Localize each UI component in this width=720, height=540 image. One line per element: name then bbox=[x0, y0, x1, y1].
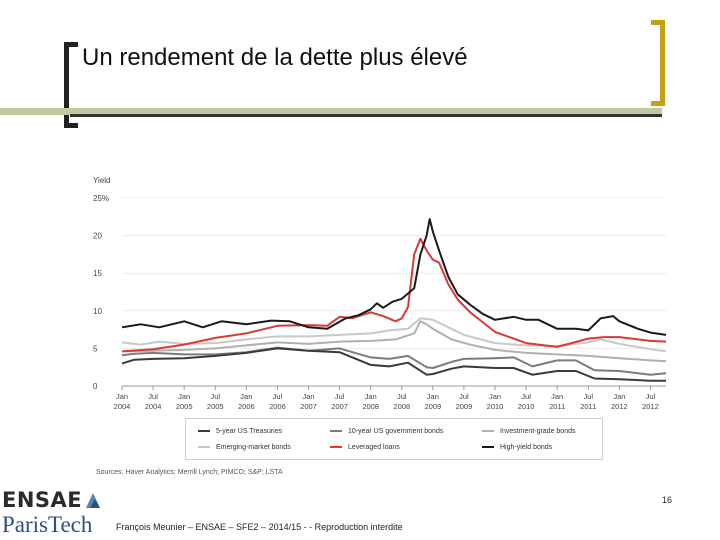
legend-label-hy: High-yield bonds bbox=[500, 444, 553, 451]
x-tick-year: 2011 bbox=[549, 402, 565, 411]
legend-label-ig: Investment-grade bonds bbox=[500, 428, 576, 435]
footer-text: François Meunier – ENSAE – SFE2 – 2014/1… bbox=[116, 522, 403, 532]
series-line-t10 bbox=[121, 346, 667, 376]
logo-mark-icon bbox=[86, 493, 100, 508]
logo-text-bottom: ParisTech bbox=[2, 512, 93, 537]
x-tick-year: 2011 bbox=[580, 402, 596, 411]
chart-source: Sources: Haver Analytics; Merrill Lynch;… bbox=[96, 469, 283, 476]
chart-legend: 5-year US Treasuries 10-year US governme… bbox=[185, 418, 603, 460]
chart-series bbox=[121, 218, 667, 382]
title-bracket-left bbox=[64, 42, 78, 128]
x-tick-month: Jul bbox=[459, 392, 469, 401]
y-tick-label: 25% bbox=[93, 194, 109, 203]
legend-label-5yr: 5-year US Treasuries bbox=[216, 428, 283, 435]
y-axis-title: Yield bbox=[93, 176, 111, 185]
legend-swatch-hy bbox=[482, 446, 494, 449]
x-tick-year: 2007 bbox=[331, 402, 348, 411]
page-title: Un rendement de la dette plus élevé bbox=[82, 44, 468, 71]
chart-axes: Yield0510152025%Jan2004Jul2004Jan2005Jul… bbox=[93, 176, 659, 411]
x-tick-month: Jul bbox=[210, 392, 220, 401]
x-tick-month: Jul bbox=[397, 392, 407, 401]
legend-swatch-ll bbox=[330, 446, 342, 449]
x-tick-month: Jan bbox=[178, 392, 190, 401]
legend-label-10yr: 10-year US government bonds bbox=[348, 428, 444, 435]
x-tick-month: Jan bbox=[427, 392, 439, 401]
legend-item-leveraged-loans: Leveraged loans bbox=[330, 444, 400, 451]
logo-text-top: ENSAE bbox=[2, 488, 83, 512]
series-line-hy bbox=[121, 218, 667, 336]
legend-item-emerging-market: Emerging-market bonds bbox=[198, 444, 291, 451]
page-number: 16 bbox=[662, 495, 673, 505]
y-tick-label: 10 bbox=[93, 307, 102, 316]
x-tick-year: 2012 bbox=[611, 402, 628, 411]
x-tick-year: 2005 bbox=[207, 402, 224, 411]
series-line-ig bbox=[121, 320, 667, 363]
x-tick-month: Jan bbox=[365, 392, 377, 401]
x-tick-year: 2008 bbox=[393, 402, 410, 411]
header-rule-dark bbox=[70, 114, 662, 117]
x-tick-year: 2005 bbox=[176, 402, 193, 411]
x-tick-month: Jan bbox=[116, 392, 128, 401]
y-tick-label: 5 bbox=[93, 344, 98, 353]
legend-item-5yr-treasuries: 5-year US Treasuries bbox=[198, 428, 282, 435]
x-tick-year: 2008 bbox=[362, 402, 379, 411]
legend-swatch-ig bbox=[482, 430, 494, 433]
header-rule bbox=[0, 108, 662, 115]
series-line-em bbox=[121, 317, 667, 353]
y-tick-label: 15 bbox=[93, 269, 102, 278]
x-tick-year: 2009 bbox=[425, 402, 442, 411]
legend-item-investment-grade: Investment-grade bonds bbox=[482, 428, 576, 435]
x-tick-year: 2004 bbox=[145, 402, 162, 411]
x-tick-year: 2006 bbox=[269, 402, 286, 411]
legend-label-em: Emerging-market bonds bbox=[216, 444, 291, 451]
x-tick-year: 2006 bbox=[238, 402, 255, 411]
x-tick-month: Jan bbox=[613, 392, 625, 401]
x-tick-month: Jan bbox=[302, 392, 314, 401]
x-tick-month: Jan bbox=[551, 392, 563, 401]
x-tick-month: Jul bbox=[148, 392, 158, 401]
legend-swatch-5yr bbox=[198, 430, 210, 433]
x-tick-year: 2012 bbox=[642, 402, 659, 411]
x-tick-month: Jul bbox=[646, 392, 656, 401]
legend-swatch-em bbox=[198, 446, 210, 449]
x-tick-month: Jan bbox=[240, 392, 252, 401]
x-tick-year: 2010 bbox=[518, 402, 535, 411]
x-tick-month: Jul bbox=[521, 392, 531, 401]
x-tick-month: Jul bbox=[273, 392, 283, 401]
x-tick-year: 2010 bbox=[487, 402, 504, 411]
series-line-t5 bbox=[121, 347, 666, 382]
series-line-ll bbox=[121, 237, 667, 353]
x-tick-month: Jul bbox=[583, 392, 593, 401]
ensae-paristech-logo: ENSAE ParisTech bbox=[2, 488, 112, 540]
legend-swatch-10yr bbox=[330, 430, 342, 433]
x-tick-year: 2004 bbox=[114, 402, 131, 411]
y-tick-label: 20 bbox=[93, 232, 102, 241]
x-tick-year: 2007 bbox=[300, 402, 317, 411]
legend-item-high-yield: High-yield bonds bbox=[482, 444, 552, 451]
title-bracket-right bbox=[651, 20, 665, 106]
y-tick-label: 0 bbox=[93, 382, 98, 391]
yield-chart: Yield0510152025%Jan2004Jul2004Jan2005Jul… bbox=[93, 176, 667, 411]
legend-label-ll: Leveraged loans bbox=[348, 444, 400, 451]
x-tick-month: Jul bbox=[335, 392, 345, 401]
x-tick-year: 2009 bbox=[456, 402, 473, 411]
legend-item-10yr-gov: 10-year US government bonds bbox=[330, 428, 443, 435]
x-tick-month: Jan bbox=[489, 392, 501, 401]
